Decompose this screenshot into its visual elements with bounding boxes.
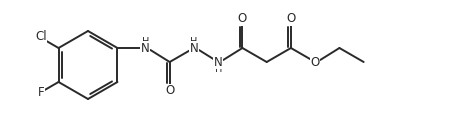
Text: O: O xyxy=(238,12,247,25)
Text: N: N xyxy=(190,42,198,55)
Text: N: N xyxy=(214,55,223,68)
Text: F: F xyxy=(38,86,45,99)
Text: O: O xyxy=(286,12,296,25)
Text: O: O xyxy=(311,55,320,68)
Text: H: H xyxy=(190,37,197,47)
Text: O: O xyxy=(165,85,174,98)
Text: H: H xyxy=(142,37,149,47)
Text: N: N xyxy=(141,42,150,55)
Text: H: H xyxy=(214,64,222,74)
Text: Cl: Cl xyxy=(35,31,47,44)
